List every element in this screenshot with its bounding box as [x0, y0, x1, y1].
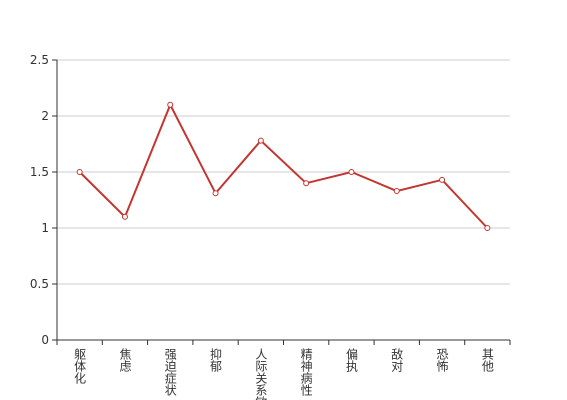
point	[439, 176, 446, 183]
y-tick-label: 2	[41, 109, 49, 123]
y-tick-label: 2.5	[30, 53, 49, 67]
point	[348, 169, 355, 175]
y-tick-label: 0.5	[30, 277, 49, 291]
point	[212, 190, 219, 197]
point	[121, 213, 128, 220]
point	[76, 169, 83, 175]
line	[78, 102, 489, 229]
x-tick-label: 其他	[480, 348, 494, 372]
x-tick-label: 精神病性	[299, 348, 313, 397]
x-tick-label: 强迫症状	[163, 348, 177, 396]
x-tick-label: 躯体化	[73, 347, 87, 385]
x-tick-label: 抑郁	[209, 347, 223, 373]
x-tick-label: 人际关系敏感	[254, 348, 268, 400]
x-tick-label: 敌对	[390, 347, 404, 372]
x-tick-label: 恐怖	[435, 348, 449, 372]
point	[257, 137, 264, 144]
x-tick-label: 焦虑	[118, 348, 132, 372]
point	[303, 180, 310, 187]
y-tick-label: 1	[41, 221, 49, 235]
point	[167, 101, 174, 108]
y-tick-label: 1.5	[30, 165, 49, 179]
point	[484, 225, 491, 231]
x-tick-label: 偏执	[344, 347, 358, 373]
point	[393, 188, 400, 195]
y-tick-label: 0	[41, 333, 49, 347]
